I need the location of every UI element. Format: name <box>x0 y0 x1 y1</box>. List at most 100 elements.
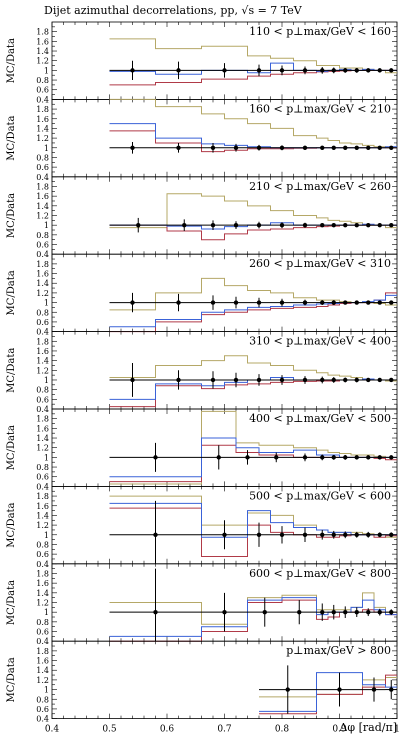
y-tick-label: 1.8 <box>36 492 49 501</box>
data-point <box>262 609 267 615</box>
data-point <box>210 145 216 150</box>
panel-label: 110 < p⊥max/GeV < 160 <box>249 25 391 38</box>
y-tick-label: 1.6 <box>36 579 49 588</box>
panel-label: 160 < p⊥max/GeV < 210 <box>249 102 391 115</box>
data-point <box>302 532 308 537</box>
y-tick-label: 1.8 <box>36 260 49 269</box>
y-tick-label: 0.8 <box>36 386 49 395</box>
data-point <box>320 300 325 305</box>
y-tick-label: 1.2 <box>36 599 49 608</box>
y-tick-label: 1.2 <box>36 521 49 530</box>
data-point <box>331 222 336 228</box>
y-tick-label: 0.6 <box>36 473 49 482</box>
panel-label: 500 < p⊥max/GeV < 600 <box>249 489 391 502</box>
x-tick-label: 0.9 <box>332 725 347 735</box>
y-tick-label: 0.8 <box>36 695 49 704</box>
data-point <box>302 222 308 228</box>
series-line-blue <box>109 62 397 75</box>
x-tick-label: 0.7 <box>217 725 232 735</box>
data-point <box>302 455 308 460</box>
data-point <box>354 377 359 383</box>
series-line-olive <box>109 277 397 311</box>
data-point <box>279 145 285 150</box>
data-point <box>366 532 371 537</box>
data-point <box>256 222 262 228</box>
data-point <box>377 68 382 73</box>
y-tick-label: 1.6 <box>36 192 49 201</box>
data-point <box>389 300 394 305</box>
y-tick-label: 1.6 <box>36 115 49 124</box>
data-point <box>331 145 336 150</box>
panel-label: p⊥max/GeV > 800 <box>286 644 391 657</box>
y-tick-label: 1.4 <box>36 666 49 675</box>
data-point <box>279 222 285 228</box>
y-axis-label: MC/Data <box>6 657 17 702</box>
x-tick-label: 0.5 <box>102 725 117 735</box>
y-tick-label: 1.8 <box>36 337 49 346</box>
y-tick-label: 0.6 <box>36 395 49 404</box>
data-point <box>354 145 359 150</box>
series-line-blue <box>259 672 397 712</box>
series-line-blue <box>109 597 397 637</box>
y-tick-label: 1.2 <box>36 212 49 221</box>
y-tick-label: 1.4 <box>36 124 49 133</box>
data-point <box>176 377 181 383</box>
data-point <box>331 532 336 537</box>
y-tick-label: 1.6 <box>36 502 49 511</box>
y-axis-label: MC/Data <box>6 38 17 83</box>
data-point <box>331 300 336 305</box>
series-line-olive <box>109 592 397 625</box>
y-tick-label: 1 <box>44 453 49 462</box>
y-tick-label: 0.4 <box>36 95 49 104</box>
data-point <box>389 68 394 73</box>
data-point <box>389 532 394 537</box>
data-point <box>354 609 359 615</box>
data-point <box>130 68 135 73</box>
data-point <box>233 222 239 228</box>
data-point <box>366 377 371 383</box>
data-point <box>343 145 348 150</box>
series-line-red <box>109 444 397 483</box>
y-tick-label: 1.2 <box>36 366 49 375</box>
series-line-red <box>259 674 397 715</box>
data-point <box>210 222 216 228</box>
panel-label: 400 < p⊥max/GeV < 500 <box>249 412 391 425</box>
y-tick-label: 0.6 <box>36 163 49 172</box>
series-line-olive <box>109 38 397 74</box>
y-tick-label: 0.4 <box>36 173 49 182</box>
y-tick-label: 1.4 <box>36 511 49 520</box>
y-tick-label: 1.8 <box>36 647 49 656</box>
series-line-olive <box>109 193 397 229</box>
data-point <box>256 145 262 150</box>
y-axis-label: MC/Data <box>6 502 17 547</box>
data-point <box>377 377 382 383</box>
data-point <box>176 300 181 305</box>
y-tick-label: 0.4 <box>36 715 49 724</box>
data-point <box>354 222 359 228</box>
series-line-red <box>109 599 397 642</box>
data-point <box>331 68 336 73</box>
data-point <box>222 609 227 615</box>
y-tick-label: 0.6 <box>36 86 49 95</box>
y-tick-label: 1.8 <box>36 182 49 191</box>
series-line-blue <box>109 294 397 328</box>
data-point <box>354 68 359 73</box>
data-point <box>389 455 394 460</box>
data-point <box>343 68 348 73</box>
y-tick-label: 1.2 <box>36 134 49 143</box>
y-tick-label: 1 <box>44 376 49 385</box>
y-tick-label: 1.4 <box>36 47 49 56</box>
data-point <box>210 300 216 305</box>
y-tick-label: 0.4 <box>36 250 49 259</box>
data-point <box>343 377 348 383</box>
data-point <box>320 145 325 150</box>
y-tick-label: 0.4 <box>36 328 49 337</box>
y-tick-label: 1.4 <box>36 279 49 288</box>
data-point <box>366 222 371 228</box>
x-tick-label: 1 <box>394 725 400 735</box>
